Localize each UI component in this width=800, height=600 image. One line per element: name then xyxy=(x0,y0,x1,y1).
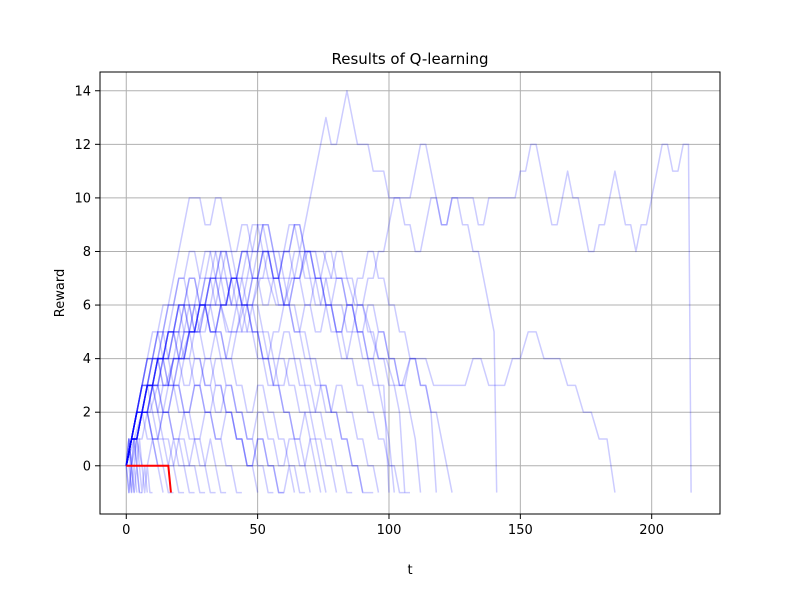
run-series-line xyxy=(125,384,296,494)
run-series-line xyxy=(126,411,206,494)
run-series-line xyxy=(125,90,692,493)
run-series-line xyxy=(125,331,305,494)
highlight-series-line xyxy=(126,464,172,493)
run-series-line xyxy=(125,250,616,493)
plot-area xyxy=(125,90,692,494)
run-series-line xyxy=(125,438,141,494)
y-tick-label: 4 xyxy=(83,352,91,367)
run-series-line xyxy=(125,223,422,493)
run-series-line xyxy=(125,277,322,493)
series-layer xyxy=(125,90,692,494)
run-series-line xyxy=(125,411,174,494)
run-series-line xyxy=(125,465,135,494)
run-series-line xyxy=(125,304,380,493)
ticks: 0 50 100 150 200 0 2 4 6 8 10 12 14 xyxy=(74,84,664,538)
run-series-line xyxy=(125,438,143,494)
run-series-line xyxy=(125,357,327,493)
y-tick-label: 8 xyxy=(83,245,91,260)
run-series-line xyxy=(125,331,274,494)
y-tick-label: 14 xyxy=(74,84,91,99)
y-tick-label: 6 xyxy=(83,299,91,314)
run-series-line xyxy=(125,250,453,493)
run-series-line xyxy=(125,197,498,493)
run-series-line xyxy=(125,250,395,493)
run-series-line xyxy=(125,277,338,493)
run-series-line xyxy=(125,250,410,494)
x-tick-label: 0 xyxy=(122,523,130,538)
run-series-line xyxy=(125,223,374,494)
run-series-line xyxy=(125,223,406,493)
run-series-line xyxy=(125,357,284,494)
y-axis-label: Reward xyxy=(53,269,68,317)
run-series-line xyxy=(125,438,153,494)
run-series-line xyxy=(125,223,390,493)
y-tick-label: 10 xyxy=(74,191,91,206)
run-series-line xyxy=(125,384,185,494)
chart-title: Results of Q-learning xyxy=(332,50,489,68)
run-series-line xyxy=(125,304,259,493)
run-series-line xyxy=(125,304,364,493)
run-series-line xyxy=(125,357,227,494)
run-series-line xyxy=(125,411,195,494)
grid xyxy=(100,72,720,514)
x-axis-label: t xyxy=(407,563,412,578)
axes-frame xyxy=(99,71,721,515)
x-tick-label: 50 xyxy=(249,523,266,538)
x-tick-label: 150 xyxy=(508,523,533,538)
run-series-line xyxy=(125,277,353,494)
run-series-line xyxy=(125,411,216,494)
run-series-line xyxy=(125,250,311,493)
x-tick-label: 200 xyxy=(639,523,664,538)
run-series-line xyxy=(125,223,438,493)
y-tick-label: 12 xyxy=(74,138,91,153)
run-series-line xyxy=(125,438,149,494)
x-tick-label: 100 xyxy=(377,523,402,538)
y-tick-label: 2 xyxy=(83,406,91,421)
run-series-line xyxy=(125,438,133,493)
y-tick-label: 0 xyxy=(83,459,91,474)
run-series-line xyxy=(125,384,242,494)
